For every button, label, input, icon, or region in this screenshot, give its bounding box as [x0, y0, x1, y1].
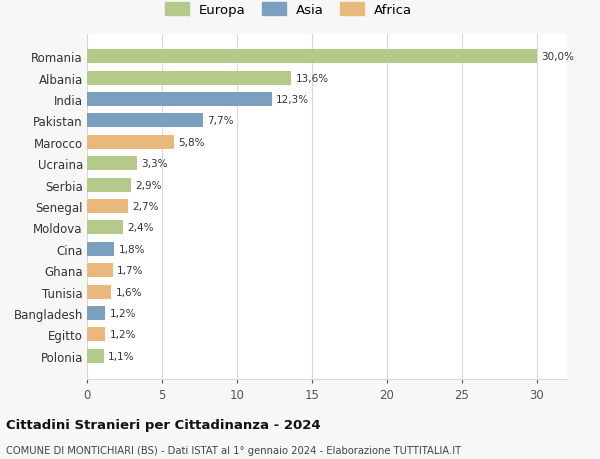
- Bar: [87, 307, 105, 320]
- Text: 1,2%: 1,2%: [110, 330, 136, 340]
- Text: 2,9%: 2,9%: [135, 180, 161, 190]
- Text: COMUNE DI MONTICHIARI (BS) - Dati ISTAT al 1° gennaio 2024 - Elaborazione TUTTIT: COMUNE DI MONTICHIARI (BS) - Dati ISTAT …: [6, 445, 461, 455]
- Text: 30,0%: 30,0%: [542, 52, 574, 62]
- Bar: [87, 263, 113, 278]
- Text: 1,2%: 1,2%: [110, 308, 136, 319]
- Text: Cittadini Stranieri per Cittadinanza - 2024: Cittadini Stranieri per Cittadinanza - 2…: [6, 418, 320, 431]
- Bar: [87, 178, 131, 192]
- Text: 2,4%: 2,4%: [128, 223, 154, 233]
- Text: 7,7%: 7,7%: [207, 116, 233, 126]
- Bar: [87, 328, 105, 341]
- Bar: [87, 135, 174, 150]
- Bar: [87, 93, 271, 106]
- Bar: [87, 242, 114, 256]
- Text: 13,6%: 13,6%: [296, 73, 329, 84]
- Bar: [87, 72, 291, 85]
- Bar: [87, 285, 111, 299]
- Bar: [87, 50, 537, 64]
- Bar: [87, 200, 128, 213]
- Legend: Europa, Asia, Africa: Europa, Asia, Africa: [161, 0, 416, 21]
- Text: 1,8%: 1,8%: [119, 244, 145, 254]
- Text: 3,3%: 3,3%: [141, 159, 167, 169]
- Bar: [87, 349, 104, 363]
- Bar: [87, 157, 137, 171]
- Bar: [87, 114, 203, 128]
- Text: 2,7%: 2,7%: [132, 202, 158, 212]
- Text: 1,6%: 1,6%: [115, 287, 142, 297]
- Text: 5,8%: 5,8%: [179, 138, 205, 147]
- Text: 1,7%: 1,7%: [117, 266, 143, 275]
- Text: 1,1%: 1,1%: [108, 351, 134, 361]
- Text: 12,3%: 12,3%: [276, 95, 309, 105]
- Bar: [87, 221, 123, 235]
